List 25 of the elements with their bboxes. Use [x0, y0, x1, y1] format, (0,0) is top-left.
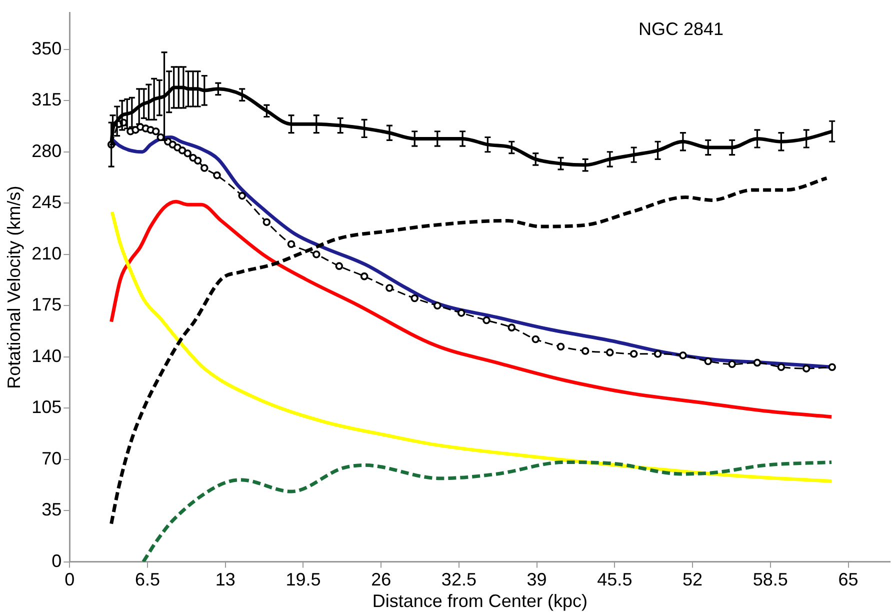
x-tick-label: 32.5	[441, 570, 476, 590]
y-tick-label: 350	[32, 38, 62, 58]
y-tick-label: 280	[32, 140, 62, 161]
y-tick-label: 105	[32, 397, 62, 418]
y-tick-label: 210	[32, 243, 62, 264]
y-axis-title: Rotational Velocity (km/s)	[4, 186, 24, 389]
x-tick-label: 13	[215, 570, 236, 590]
x-tick-label: 19.5	[286, 570, 321, 590]
y-tick-label: 35	[42, 500, 62, 520]
y-tick-label: 245	[32, 192, 62, 212]
x-tick-label: 26	[371, 570, 392, 590]
y-tick-label: 315	[32, 90, 62, 110]
y-tick-label: 140	[32, 346, 62, 366]
x-tick-label: 65	[838, 570, 858, 590]
chart-title: NGC 2841	[638, 18, 724, 39]
x-tick-label: 39	[526, 570, 547, 590]
y-tick-label: 175	[32, 294, 62, 315]
x-tick-label: 45.5	[597, 570, 632, 590]
x-tick-label: 6.5	[134, 570, 160, 590]
y-tick-label: 0	[52, 550, 62, 571]
x-tick-label: 58.5	[752, 570, 788, 590]
x-tick-label: 52	[682, 570, 703, 590]
y-tick-label: 70	[42, 448, 62, 468]
x-axis-title: Distance from Center (kpc)	[372, 591, 588, 612]
x-tick-label: 0	[64, 570, 75, 590]
